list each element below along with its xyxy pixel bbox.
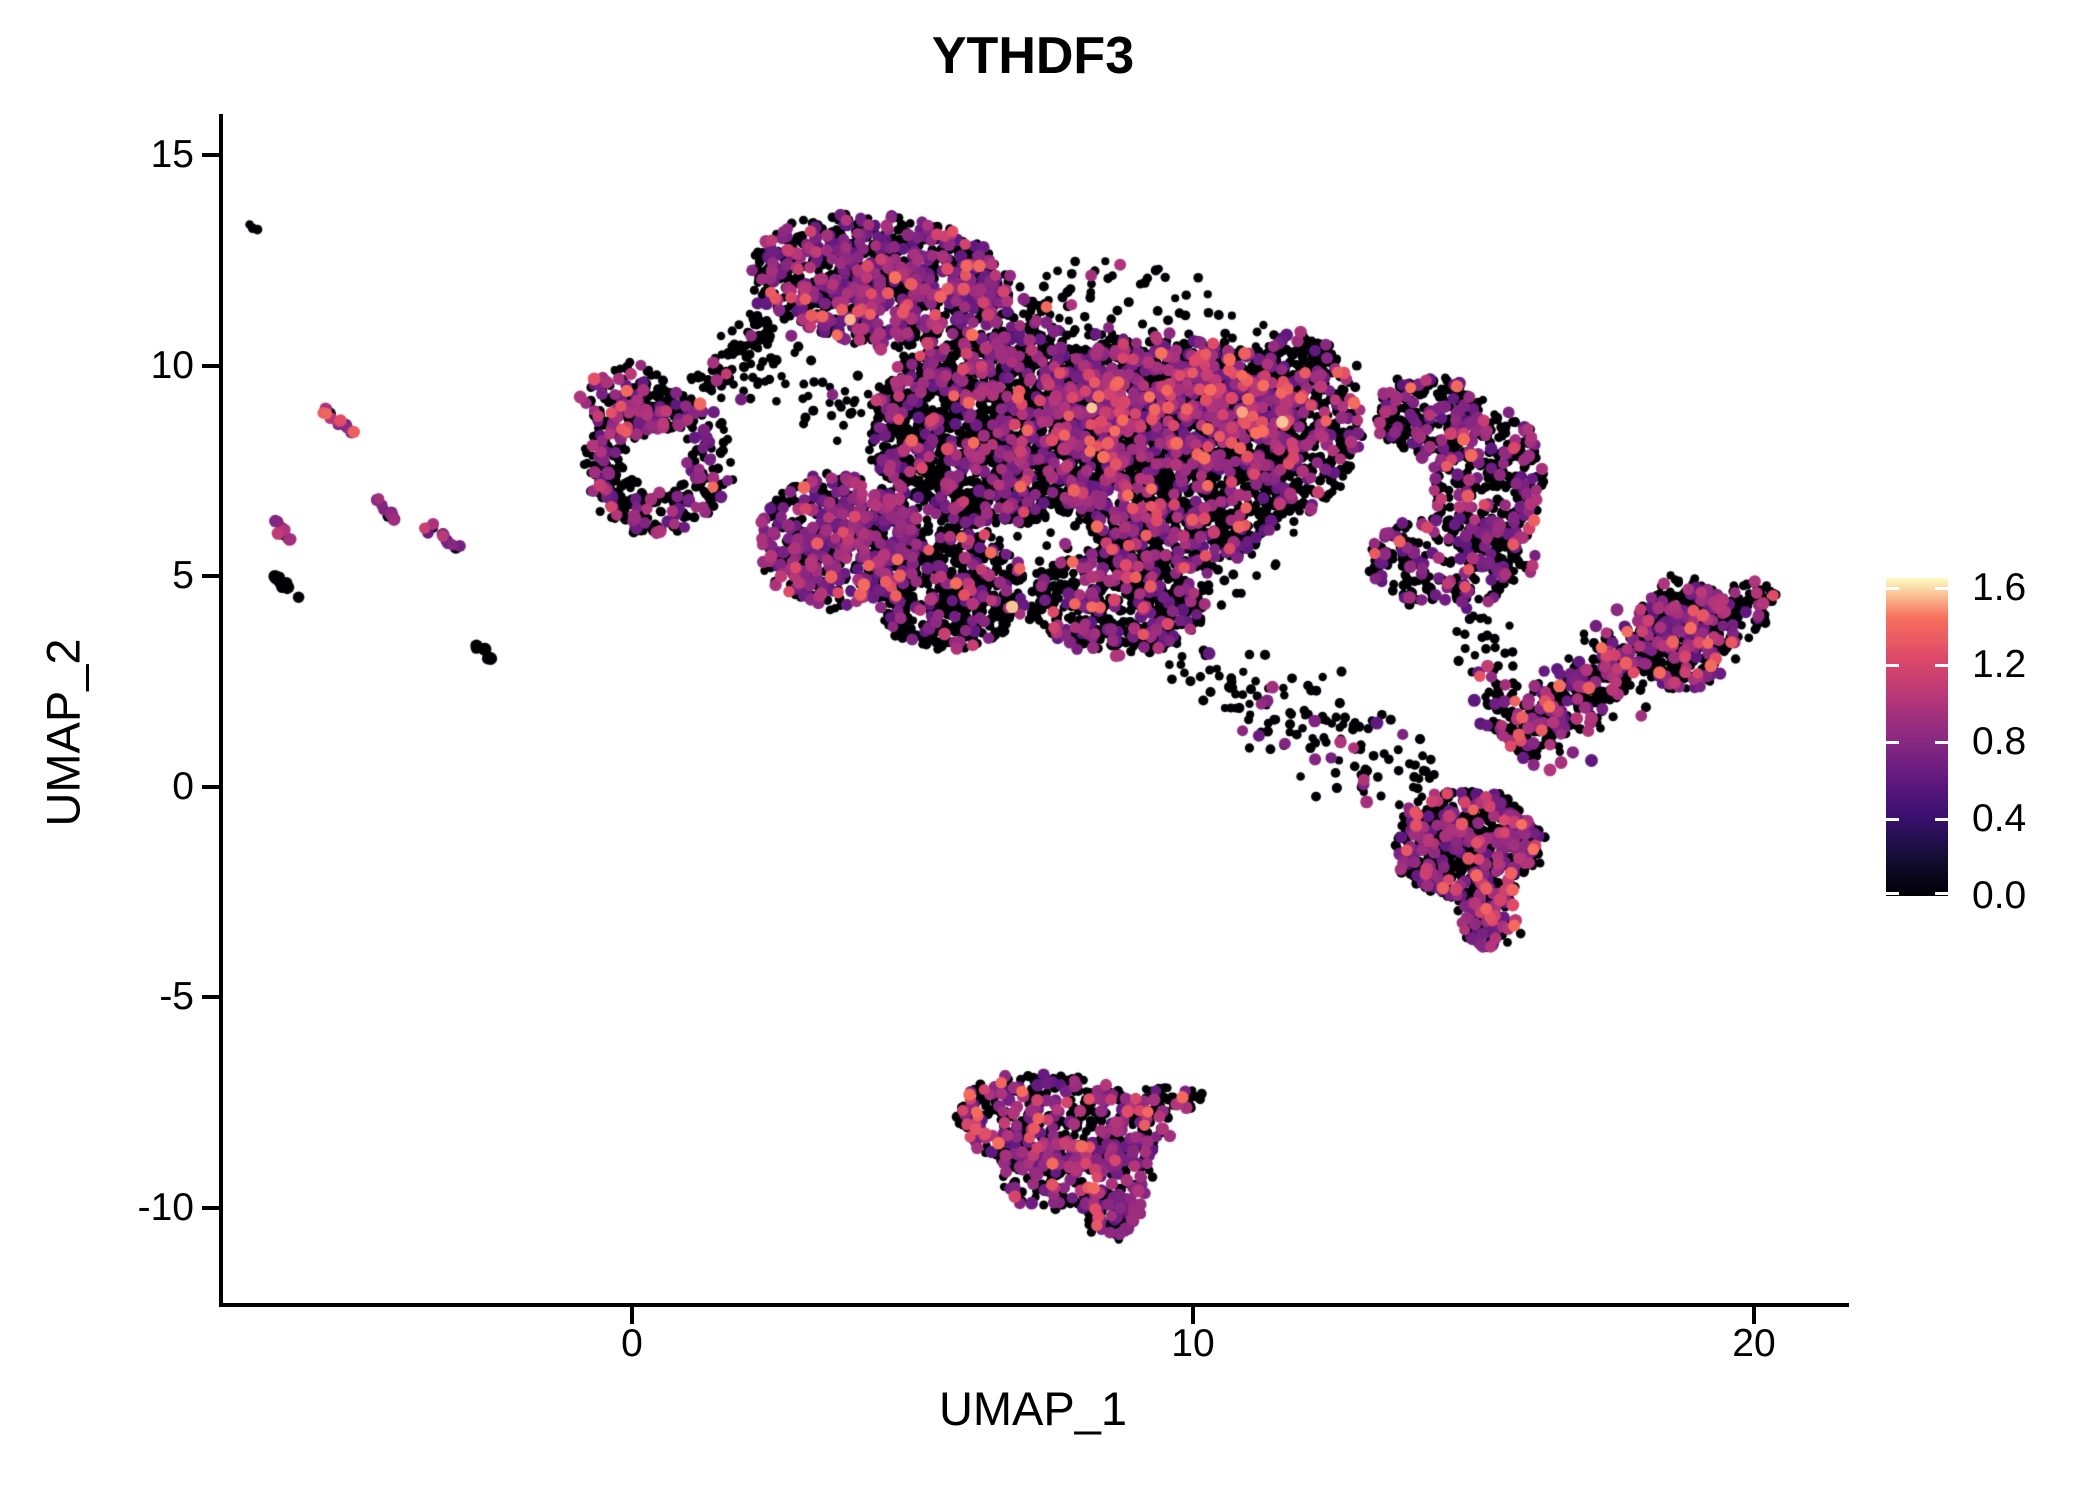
colorbar-tick-label: 1.6: [1972, 565, 2027, 609]
y-axis-title: UMAP_2: [36, 638, 90, 827]
x-tick-mark: [1191, 1307, 1195, 1324]
colorbar-tick-label: 0.8: [1972, 719, 2027, 763]
colorbar-tick-label: 1.2: [1972, 642, 2027, 686]
x-tick-mark: [1752, 1307, 1756, 1324]
colorbar-tick-dash: [1935, 586, 1948, 590]
x-tick-label: 20: [1732, 1322, 1776, 1365]
y-tick-label: 10: [150, 343, 194, 387]
y-tick-label: -5: [159, 975, 194, 1018]
y-axis-line: [219, 114, 223, 1307]
y-tick-mark: [202, 1205, 219, 1210]
x-tick-label: 0: [621, 1322, 643, 1365]
y-tick-mark: [202, 153, 219, 157]
x-tick-label: 10: [1171, 1322, 1215, 1365]
y-tick-label: -10: [137, 1185, 194, 1229]
colorbar-tick-dash: [1935, 663, 1948, 667]
colorbar-tick-dash: [1886, 740, 1899, 744]
colorbar-tick-dash: [1935, 892, 1948, 895]
colorbar-tick-label: 0.0: [1972, 874, 2027, 917]
colorbar-tick-dash: [1886, 586, 1899, 590]
colorbar-tick-dash: [1886, 663, 1899, 667]
colorbar-tick-dash: [1935, 817, 1948, 821]
colorbar-tick-label: 0.4: [1972, 796, 2027, 840]
y-tick-label: 15: [150, 133, 194, 176]
y-tick-mark: [202, 784, 219, 789]
colorbar-tick-dash: [1886, 892, 1899, 895]
x-axis-line: [219, 1303, 1849, 1307]
y-tick-label: 5: [172, 554, 194, 597]
colorbar-gradient: [1886, 578, 1948, 896]
x-tick-mark: [630, 1307, 634, 1324]
colorbar-tick-dash: [1886, 817, 1899, 821]
y-tick-mark: [202, 363, 219, 368]
x-axis-title: UMAP_1: [938, 1382, 1128, 1435]
colorbar-tick-dash: [1935, 740, 1948, 744]
y-tick-mark: [202, 574, 219, 578]
y-tick-label: 0: [172, 764, 194, 808]
y-tick-mark: [202, 995, 219, 999]
